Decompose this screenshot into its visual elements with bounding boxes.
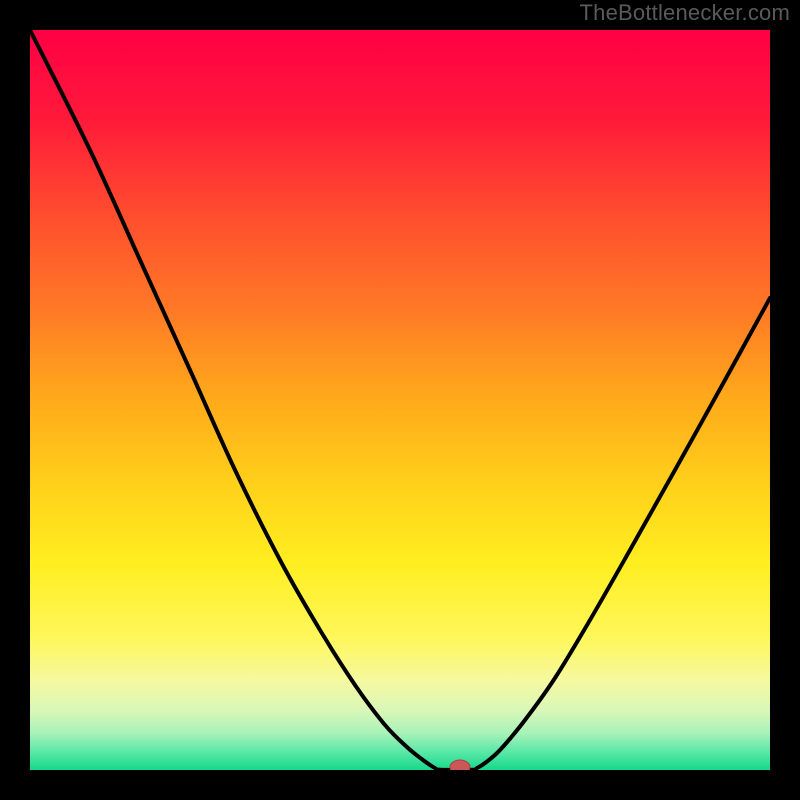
watermark-text: TheBottlenecker.com: [580, 0, 790, 26]
gradient-background: [30, 30, 770, 770]
chart-frame: TheBottlenecker.com: [0, 0, 800, 800]
optimum-marker: [450, 760, 470, 770]
chart-svg: [30, 30, 770, 770]
chart-plot-area: [30, 30, 770, 770]
